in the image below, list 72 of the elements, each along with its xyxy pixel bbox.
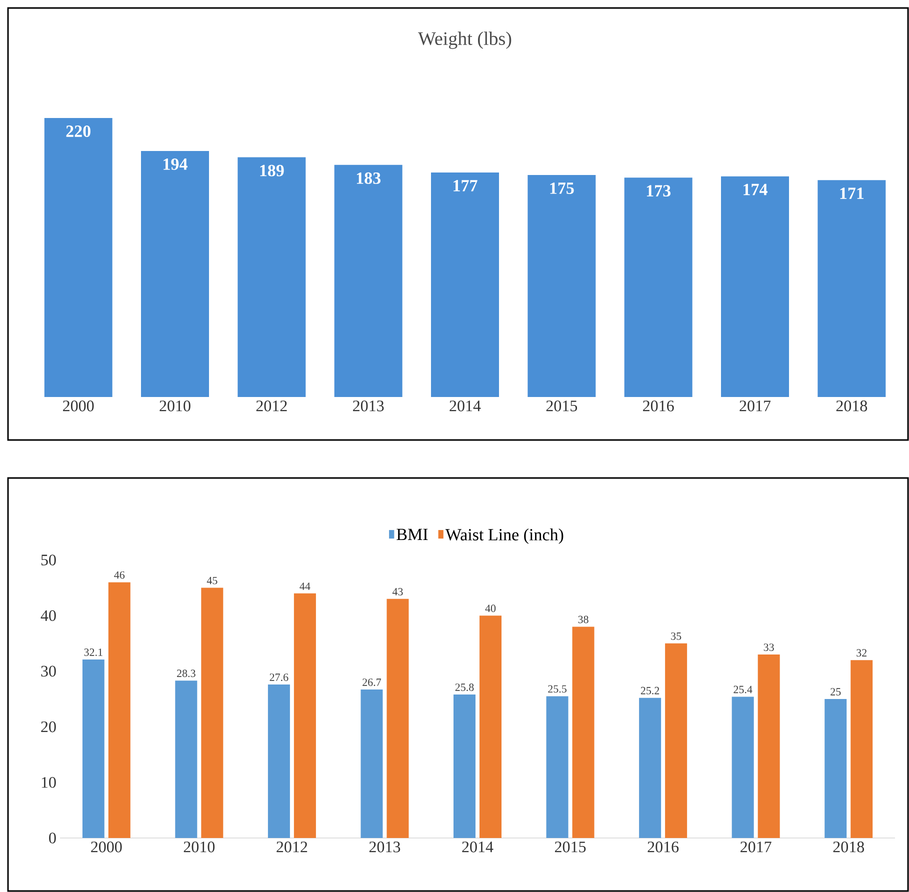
data-label: 46: [114, 571, 125, 579]
bar: [360, 690, 383, 838]
bar: [758, 654, 780, 838]
data-label: 35: [671, 632, 682, 640]
data-label: 32: [856, 649, 867, 657]
bar: [82, 660, 104, 838]
x-tick-label: 2016: [648, 842, 679, 852]
x-tick-label: 2018: [836, 400, 868, 412]
bar: [294, 593, 316, 838]
data-label: 25: [830, 688, 841, 696]
data-label: 220: [66, 126, 90, 137]
bar: [546, 696, 568, 838]
legend-label: Waist Line (inch): [445, 528, 564, 544]
x-tick-label: 2010: [160, 400, 190, 412]
x-tick-label: 2000: [91, 842, 122, 852]
data-label: 175: [550, 182, 574, 194]
chart-title: Weight (lbs): [418, 32, 512, 49]
bar: [665, 643, 688, 838]
bar: [386, 598, 409, 838]
x-tick-label: 2000: [63, 400, 94, 412]
data-label: 28.3: [177, 670, 196, 678]
x-tick-label: 2013: [353, 400, 384, 412]
data-label: 33: [764, 644, 774, 651]
data-label: 27.6: [270, 674, 288, 682]
data-label: 183: [356, 172, 381, 184]
x-tick-label: 2017: [740, 400, 771, 412]
y-tick-label: 0: [49, 832, 56, 844]
bar: [732, 696, 754, 838]
data-label: 194: [164, 158, 188, 170]
y-tick-label: 30: [41, 666, 56, 677]
x-tick-label: 2018: [833, 842, 864, 852]
y-tick-label: 40: [40, 610, 56, 621]
data-label: 38: [578, 616, 588, 624]
data-label: 26.7: [362, 678, 382, 686]
x-tick-label: 2012: [276, 842, 308, 852]
bar: [639, 698, 662, 838]
y-tick-label: 50: [41, 554, 56, 566]
bar: [201, 588, 224, 838]
data-label: 25.5: [548, 685, 566, 693]
x-tick-label: 2017: [740, 842, 772, 852]
x-tick-label: 2015: [546, 400, 578, 412]
bar: [268, 684, 290, 838]
data-label: 25.4: [734, 686, 752, 694]
bar: [108, 582, 130, 838]
data-label: 43: [392, 588, 403, 596]
data-label: 45: [206, 576, 218, 584]
x-tick-label: 2010: [184, 842, 215, 852]
x-tick-label: 2014: [462, 842, 494, 852]
data-label: 32.1: [84, 648, 102, 656]
data-label: 189: [260, 164, 284, 176]
data-label: 177: [454, 180, 478, 192]
x-tick-label: 2014: [450, 400, 481, 412]
bar: [175, 680, 198, 838]
x-tick-label: 2013: [369, 842, 400, 852]
data-label: 25.8: [455, 684, 474, 692]
y-tick-label: 20: [41, 721, 56, 732]
y-tick-label: 10: [42, 777, 56, 788]
x-tick-label: 2015: [554, 842, 586, 852]
bar: [572, 626, 594, 838]
bar: [454, 694, 476, 838]
bar: [480, 616, 502, 838]
data-label: 174: [744, 184, 768, 196]
data-label: 173: [646, 185, 671, 197]
legend-label: BMI: [396, 528, 428, 540]
data-label: 171: [840, 188, 864, 199]
x-tick-label: 2012: [256, 400, 287, 412]
x-tick-label: 2016: [643, 400, 674, 412]
bar: [850, 660, 873, 838]
bar: [824, 699, 847, 838]
data-label: 44: [300, 582, 310, 590]
data-label: 25.2: [640, 686, 660, 694]
data-label: 40: [485, 604, 496, 612]
